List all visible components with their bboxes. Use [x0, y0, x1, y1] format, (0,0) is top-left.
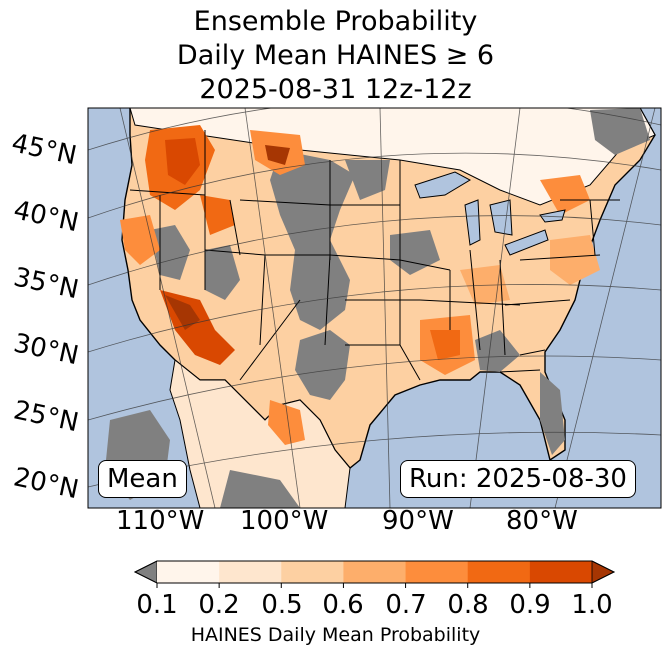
- colorbar-segment-1: [219, 561, 282, 583]
- graticule: [88, 108, 661, 508]
- colorbar-ticks: [156, 583, 593, 588]
- mexico-landmass: [169, 359, 351, 508]
- cbar-tick-label-6: 0.9: [509, 590, 551, 620]
- colorbar-segment-3: [343, 561, 407, 583]
- cbar-tick-label-2: 0.5: [261, 590, 303, 620]
- map-frame: [87, 107, 662, 509]
- colorbar-segment-4: [405, 561, 469, 583]
- colorbar-segment-2: [281, 561, 344, 583]
- high-probability-regions: [120, 125, 600, 445]
- stat-box: Mean: [98, 460, 187, 498]
- cbar-tick-label-7: 1.0: [571, 590, 613, 620]
- cbar-tick-label-1: 0.2: [198, 590, 240, 620]
- cbar-tick-label-3: 0.6: [322, 590, 364, 620]
- cbar-tick-label-0: 0.1: [136, 590, 178, 620]
- lon-label-80: 80°W: [506, 506, 578, 536]
- lon-label-90: 90°W: [382, 506, 454, 536]
- lon-label-110: 110°W: [116, 506, 205, 536]
- lon-label-100: 100°W: [240, 506, 329, 536]
- colorbar-label: HAINES Daily Mean Probability: [190, 624, 481, 646]
- colorbar-under-arrow: [134, 560, 158, 584]
- colorbar-segment-5: [467, 561, 531, 583]
- cbar-tick-label-4: 0.7: [385, 590, 427, 620]
- title-line-2: Daily Mean HAINES ≥ 6: [176, 40, 495, 71]
- cbar-tick-label-5: 0.8: [447, 590, 489, 620]
- colorbar-segments: [157, 561, 593, 583]
- state-boundaries: [129, 130, 620, 381]
- title-line-3: 2025-08-31 12z-12z: [199, 74, 472, 105]
- colorbar-over-arrow: [591, 560, 615, 584]
- colorbar-segment-0: [157, 561, 220, 583]
- great-lakes: [414, 171, 566, 256]
- title-line-1: Ensemble Probability: [193, 6, 478, 37]
- run-box: Run: 2025-08-30: [400, 460, 636, 498]
- colorbar-segment-6: [529, 561, 593, 583]
